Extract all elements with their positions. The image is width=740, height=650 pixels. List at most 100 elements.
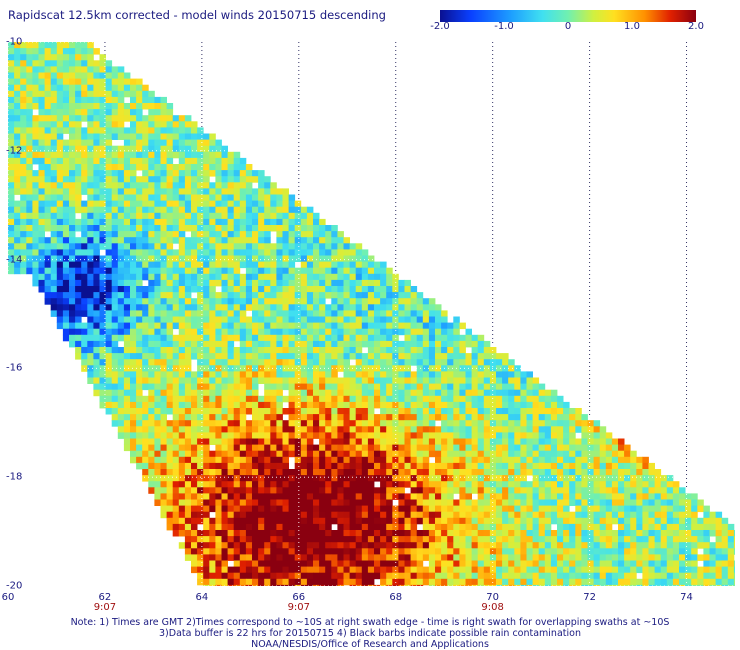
wind-diff-cell [355,493,363,500]
wind-diff-cell [142,469,149,476]
wind-diff-cell [672,530,680,537]
wind-diff-cell [117,121,125,128]
wind-diff-cell [660,481,668,488]
wind-diff-cell [361,353,369,360]
wind-diff-cell [160,371,167,378]
wind-diff-cell [166,310,174,317]
wind-diff-cell [160,304,167,311]
wind-diff-cell [611,499,619,506]
wind-diff-cell [81,90,88,98]
wind-diff-cell [178,286,186,293]
wind-diff-cell [245,176,253,183]
wind-diff-cell [349,304,357,311]
wind-diff-cell [306,359,314,366]
wind-diff-cell [38,200,45,208]
wind-diff-cell [148,432,155,439]
wind-diff-cell [331,438,338,445]
wind-diff-cell [191,389,198,397]
wind-diff-cell [184,542,192,549]
wind-diff-cell [197,316,204,323]
wind-diff-cell [526,530,533,537]
wind-diff-cell [227,359,235,366]
wind-diff-cell [337,273,344,281]
wind-diff-cell [313,322,320,330]
wind-diff-cell [306,511,314,519]
wind-diff-cell [428,469,436,476]
wind-diff-cell [276,218,283,226]
wind-diff-cell [386,408,393,415]
wind-diff-cell [569,408,576,415]
wind-diff-cell [514,395,521,403]
wind-diff-cell [404,456,411,464]
wind-diff-cell [75,103,82,110]
wind-diff-cell [447,414,454,421]
wind-diff-cell [93,109,100,116]
wind-diff-cell [538,444,546,452]
wind-diff-cell [550,469,558,476]
wind-diff-cell [404,371,411,378]
wind-diff-cell [636,475,643,482]
wind-diff-cell [258,469,265,476]
wind-diff-cell [502,505,509,513]
wind-diff-cell [130,359,137,366]
wind-diff-cell [130,438,137,445]
wind-diff-cell [197,225,204,232]
wind-diff-cell [245,523,253,531]
wind-diff-cell [593,542,601,549]
wind-diff-cell [636,548,643,555]
wind-diff-cell [343,444,350,452]
wind-diff-cell [544,450,552,458]
wind-diff-cell [337,377,344,384]
wind-diff-cell [160,267,167,275]
wind-diff-cell [203,322,210,330]
wind-diff-cell [111,389,119,397]
wind-diff-cell [62,96,70,104]
wind-diff-cell [294,273,302,281]
wind-diff-cell [404,316,411,323]
wind-diff-cell [514,383,521,391]
wind-diff-cell [410,505,418,513]
wind-diff-cell [136,383,143,391]
wind-diff-cell [136,310,143,317]
wind-diff-cell [416,493,424,500]
wind-diff-cell [111,115,119,122]
wind-diff-cell [477,395,485,403]
wind-diff-cell [544,426,552,433]
wind-diff-cell [197,255,204,262]
wind-diff-cell [191,231,198,238]
wind-diff-cell [117,334,125,342]
wind-diff-cell [203,157,210,165]
wind-diff-cell [105,359,113,366]
wind-diff-cell [56,42,64,49]
wind-diff-cell [99,286,106,293]
wind-diff-cell [105,188,113,195]
wind-diff-cell [154,322,161,330]
wind-diff-cell [441,475,448,482]
wind-diff-cell [563,426,570,433]
wind-diff-cell [252,401,259,409]
wind-diff-cell [62,261,70,269]
wind-diff-cell [727,523,735,531]
wind-diff-cell [398,279,405,287]
wind-diff-cell [355,273,363,281]
wind-difference-map[interactable] [8,42,735,586]
wind-diff-cell [300,444,308,452]
wind-diff-cell [191,414,198,421]
wind-diff-cell [270,530,277,537]
wind-diff-cell [215,182,222,189]
wind-diff-cell [221,170,228,177]
wind-diff-cell [203,371,210,378]
wind-diff-cell [483,542,491,549]
wind-diff-cell [209,328,216,336]
wind-diff-cell [184,115,192,122]
wind-diff-cell [75,218,82,226]
wind-diff-cell [75,347,82,354]
wind-diff-cell [191,328,198,336]
wind-diff-cell [496,505,503,513]
wind-diff-cell [428,530,436,537]
wind-diff-cell [172,255,180,262]
wind-diff-cell [136,334,143,342]
wind-diff-cell [502,450,509,458]
wind-diff-cell [148,109,155,116]
wind-diff-cell [386,334,393,342]
